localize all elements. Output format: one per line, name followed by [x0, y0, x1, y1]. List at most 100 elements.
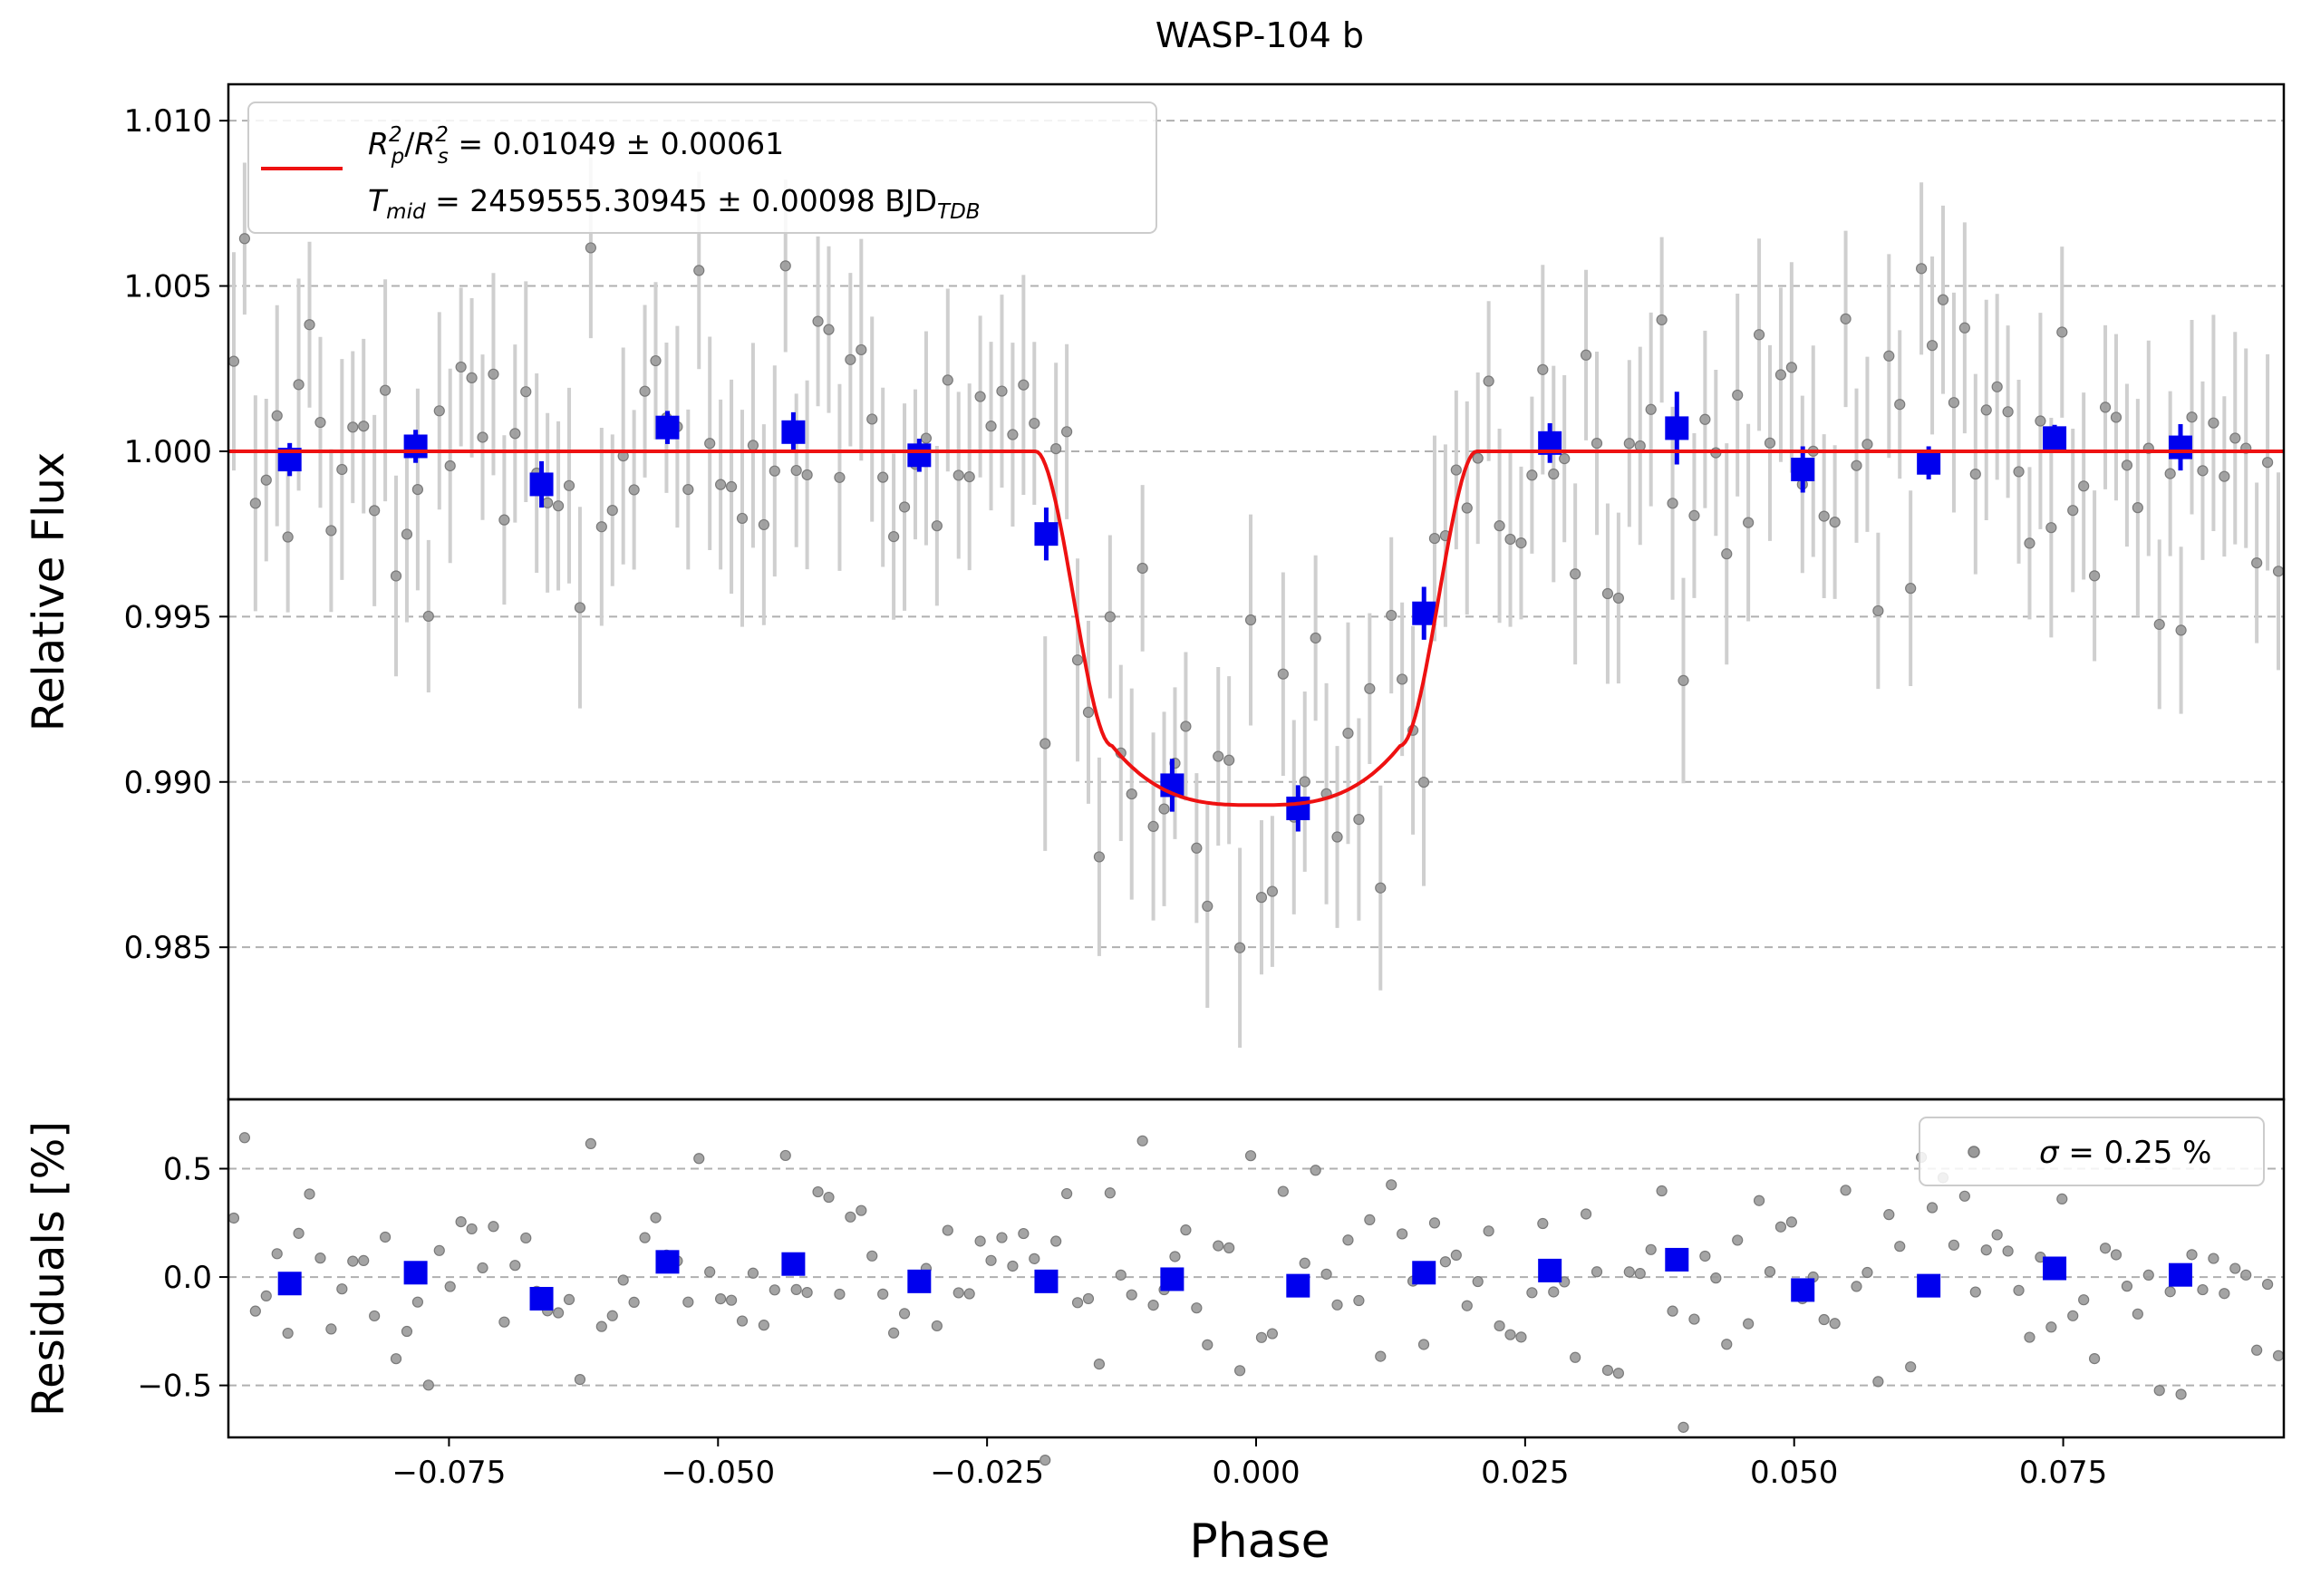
residual-point [595, 1320, 607, 1332]
residual-point [769, 1284, 780, 1296]
residual-point [1612, 1368, 1624, 1379]
raw-point [866, 413, 878, 425]
residual-point [1483, 1225, 1494, 1237]
raw-point [401, 528, 413, 540]
raw-point [1548, 468, 1560, 480]
residual-point [1634, 1268, 1646, 1280]
raw-point [1450, 464, 1462, 476]
residual-point [1320, 1268, 1332, 1280]
binned-point [2169, 435, 2193, 459]
legend-rs-sub: s [438, 145, 449, 169]
raw-point [1721, 548, 1733, 560]
raw-point [942, 374, 953, 386]
raw-point [1537, 363, 1549, 375]
residual-point [1861, 1266, 1873, 1279]
residual-point [1656, 1185, 1668, 1197]
raw-point [769, 465, 780, 477]
raw-point [1483, 375, 1494, 387]
raw-point [282, 531, 294, 543]
residual-point [1645, 1243, 1657, 1255]
raw-point [1688, 509, 1700, 522]
raw-point [2175, 624, 2187, 636]
raw-point [1202, 900, 1214, 912]
raw-point [1774, 369, 1787, 381]
residual-point [834, 1288, 846, 1301]
raw-point [1764, 437, 1776, 449]
residual-point [628, 1296, 640, 1309]
phase-xtick-label: −0.050 [661, 1455, 775, 1491]
phase-xtick-label: 0.050 [1750, 1455, 1838, 1491]
raw-point [639, 385, 651, 397]
legend-sigma-symbol: σ [2039, 1135, 2060, 1171]
residual-point [2110, 1249, 2122, 1261]
residual-point [1342, 1234, 1354, 1246]
phase-x-label: Phase [1189, 1514, 1330, 1569]
residual-point [606, 1310, 618, 1321]
legend-rp-sub: p [391, 145, 405, 169]
raw-point [411, 483, 423, 496]
raw-point [1872, 605, 1884, 617]
residual-point [238, 1132, 251, 1144]
raw-point [1894, 399, 1906, 411]
raw-point [1515, 537, 1527, 549]
raw-point [1266, 885, 1279, 897]
raw-point [2197, 465, 2209, 477]
residual-point [1774, 1221, 1787, 1233]
residual-point [1461, 1300, 1473, 1311]
residual-point [682, 1296, 694, 1308]
raw-point [498, 514, 510, 526]
raw-point [877, 471, 889, 483]
raw-point [1310, 632, 1321, 644]
flux-ytick-label: 1.000 [124, 434, 212, 470]
residual-point [2197, 1283, 2209, 1296]
residual-point [498, 1316, 510, 1328]
residual-point [520, 1232, 532, 1244]
residual-point [1071, 1297, 1084, 1309]
raw-point [1861, 439, 1873, 450]
raw-point [1029, 418, 1040, 430]
binned-residual-point [655, 1250, 680, 1274]
raw-point [779, 260, 791, 272]
raw-point [2153, 618, 2165, 631]
raw-point [1397, 673, 1408, 685]
residual-point [227, 1212, 240, 1224]
residual-point [2186, 1249, 2198, 1261]
raw-point [1233, 942, 1246, 953]
raw-point [682, 484, 694, 496]
residual-point [2078, 1294, 2090, 1306]
residual-point [1732, 1234, 1744, 1246]
residual-point [1244, 1150, 1257, 1162]
residual-point [1840, 1185, 1852, 1196]
raw-point [1126, 788, 1137, 800]
residuals-binned-points [277, 1247, 2193, 1311]
raw-point [1504, 533, 1516, 546]
binned-residual-point [2043, 1256, 2067, 1281]
raw-point [1071, 654, 1084, 666]
residual-point [1472, 1275, 1484, 1288]
residual-point [747, 1267, 759, 1279]
raw-point [1991, 381, 2003, 392]
residual-point [1948, 1239, 1960, 1251]
residual-point [1310, 1165, 1321, 1176]
residual-point [1526, 1287, 1538, 1299]
binned-residual-point [1538, 1258, 1562, 1282]
residual-point [304, 1188, 315, 1200]
residual-point [1386, 1179, 1397, 1191]
binned-residual-point [1917, 1273, 1941, 1298]
residual-point [617, 1274, 629, 1286]
raw-point [650, 354, 662, 367]
raw-point [1570, 568, 1581, 580]
raw-point [2132, 502, 2143, 514]
residual-point [282, 1327, 294, 1340]
phase-xtick-label: −0.025 [930, 1455, 1044, 1491]
residual-point [736, 1315, 749, 1327]
residual-point [314, 1253, 326, 1264]
residual-point [758, 1320, 769, 1331]
residual-point [888, 1327, 900, 1339]
raw-point [2110, 411, 2122, 423]
residual-point [1743, 1318, 1755, 1330]
residual-point [2251, 1344, 2263, 1356]
raw-point [1829, 516, 1841, 528]
raw-point [1559, 453, 1571, 465]
raw-point [509, 428, 521, 440]
